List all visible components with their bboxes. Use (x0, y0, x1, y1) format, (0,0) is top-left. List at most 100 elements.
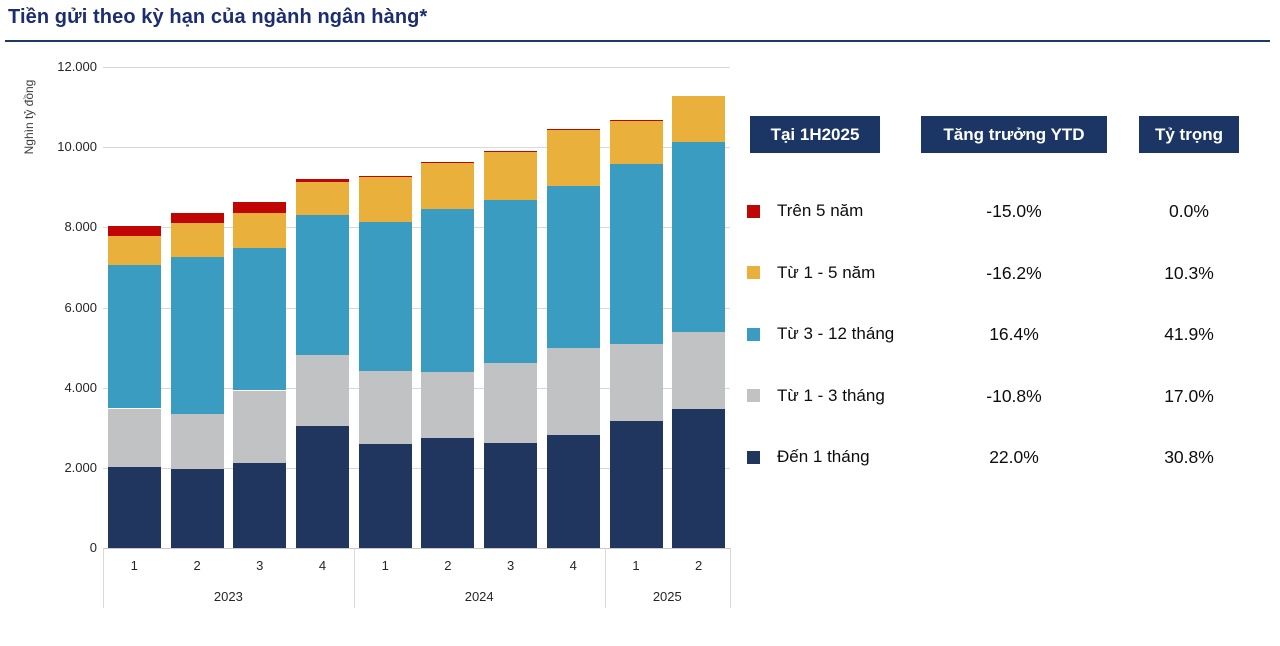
bar-segment-tren-5-nam (233, 202, 287, 213)
gridline (103, 147, 730, 149)
legend-swatch (747, 389, 760, 402)
bar-segment-den-1-thang (609, 421, 663, 548)
bar-segment-den-1-thang (546, 434, 600, 548)
y-tick-label: 4.000 (64, 379, 97, 395)
ytd-growth-value: -10.8% (986, 385, 1042, 406)
bar-segment-tu-3-12-thang (107, 265, 161, 409)
x-tick-quarter-label: 4 (569, 558, 577, 573)
y-tick-label: 2.000 (64, 459, 97, 475)
bar-segment-tu-1-5-nam (170, 222, 224, 257)
bar-segment-tu-3-12-thang (358, 221, 412, 372)
share-value: 10.3% (1164, 262, 1214, 283)
axis-group-separator (353, 548, 355, 608)
bar-segment-tren-5-nam (484, 151, 538, 153)
ytd-growth-value: -16.2% (986, 262, 1042, 283)
bar-segment-tren-5-nam (107, 226, 161, 237)
ytd-growth-value: -15.0% (986, 201, 1042, 221)
bar-segment-tu-1-5-nam (107, 236, 161, 266)
axis-group-separator (604, 548, 606, 608)
legend-swatch (747, 266, 760, 279)
bar-segment-tu-1-5-nam (421, 162, 475, 210)
bar-segment-tu-1-5-nam (546, 129, 600, 186)
bar-segment-tu-1-5-nam (233, 212, 287, 248)
bar-segment-tu-3-12-thang (609, 164, 663, 344)
legend-label: Đến 1 tháng (777, 447, 870, 466)
bar-segment-den-1-thang (484, 442, 538, 548)
legend-swatch (747, 450, 760, 464)
bar-segment-tren-5-nam (358, 175, 412, 177)
bar-segment-tu-1-3-thang (672, 331, 726, 409)
title-underline (5, 40, 1270, 42)
bar-segment-tu-3-12-thang (170, 256, 224, 414)
table-header-share: Tỷ trọng (1139, 116, 1239, 153)
bar-segment-tu-1-5-nam (358, 176, 412, 222)
y-tick-label: 10.000 (57, 139, 97, 155)
x-tick-quarter-label: 1 (381, 558, 389, 573)
x-tick-year-label: 2024 (464, 589, 494, 604)
axis-group-separator (103, 548, 104, 608)
x-tick-year-label: 2025 (652, 589, 682, 604)
x-tick-quarter-label: 2 (193, 558, 201, 573)
bar-segment-den-1-thang (421, 438, 475, 548)
bar-segment-tren-5-nam (170, 212, 224, 223)
bar-segment-tu-3-12-thang (296, 215, 349, 355)
x-tick-quarter-label: 3 (256, 558, 264, 573)
share-value: 0.0% (1169, 201, 1209, 221)
bar-segment-den-1-thang (358, 443, 412, 548)
bar-segment-den-1-thang (296, 425, 349, 548)
x-tick-quarter-label: 2 (444, 558, 452, 573)
bar-segment-tu-3-12-thang (672, 142, 726, 332)
bar-segment-tren-5-nam (546, 129, 600, 131)
y-tick-label: 6.000 (64, 299, 97, 315)
bar-segment-tu-3-12-thang (421, 209, 475, 373)
share-value: 17.0% (1164, 385, 1214, 406)
bar-segment-tu-1-3-thang (170, 413, 224, 469)
gridline (103, 307, 730, 309)
y-tick-label: 8.000 (64, 219, 97, 235)
bar-segment-tu-1-3-thang (609, 343, 663, 422)
gridline (103, 67, 730, 68)
ytd-growth-value: 16.4% (989, 324, 1039, 344)
bar-segment-tu-1-5-nam (484, 152, 538, 201)
ytd-growth-value: 22.0% (989, 447, 1039, 467)
bar-segment-tren-5-nam (609, 120, 663, 122)
share-value: 30.8% (1164, 447, 1214, 467)
bar-segment-tu-1-5-nam (609, 120, 663, 165)
x-tick-quarter-label: 1 (632, 558, 640, 573)
table-header-ytd-growth: Tăng trưởng YTD (921, 116, 1107, 153)
legend-label: Từ 3 - 12 tháng (777, 324, 895, 343)
bar-segment-tu-1-3-thang (421, 372, 475, 439)
bar-segment-tu-3-12-thang (233, 247, 287, 391)
y-tick-label: 12.000 (57, 59, 97, 74)
legend-swatch (747, 327, 760, 341)
bar-segment-tu-1-3-thang (107, 408, 161, 467)
bar-segment-tu-1-3-thang (296, 354, 349, 426)
gridline (103, 387, 730, 389)
bar-segment-tu-1-3-thang (233, 390, 287, 463)
bar-segment-den-1-thang (672, 408, 726, 548)
bar-segment-tren-5-nam (296, 178, 349, 183)
axis-group-separator (730, 548, 731, 608)
gridline (103, 227, 730, 229)
y-tick-label: 0 (89, 540, 97, 555)
bar-segment-tu-3-12-thang (484, 200, 538, 363)
x-tick-quarter-label: 2 (694, 558, 703, 573)
x-axis-line (103, 548, 730, 549)
bar-segment-tu-1-3-thang (358, 371, 412, 444)
bar-segment-den-1-thang (170, 468, 224, 548)
bar-segment-tu-1-5-nam (672, 95, 726, 143)
legend-swatch (747, 204, 760, 218)
bar-segment-tu-3-12-thang (546, 185, 600, 348)
bar-segment-tu-1-3-thang (546, 347, 600, 435)
bar-segment-den-1-thang (233, 462, 287, 548)
page-title: Tiền gửi theo kỳ hạn của ngành ngân hàng… (8, 6, 428, 28)
gridline (103, 467, 730, 469)
x-tick-quarter-label: 4 (318, 558, 327, 573)
bar-segment-tu-1-3-thang (484, 363, 538, 443)
bar-segment-tu-1-5-nam (296, 182, 349, 216)
x-tick-quarter-label: 3 (506, 558, 515, 573)
bar-segment-den-1-thang (107, 466, 161, 548)
x-tick-year-label: 2023 (213, 589, 243, 604)
